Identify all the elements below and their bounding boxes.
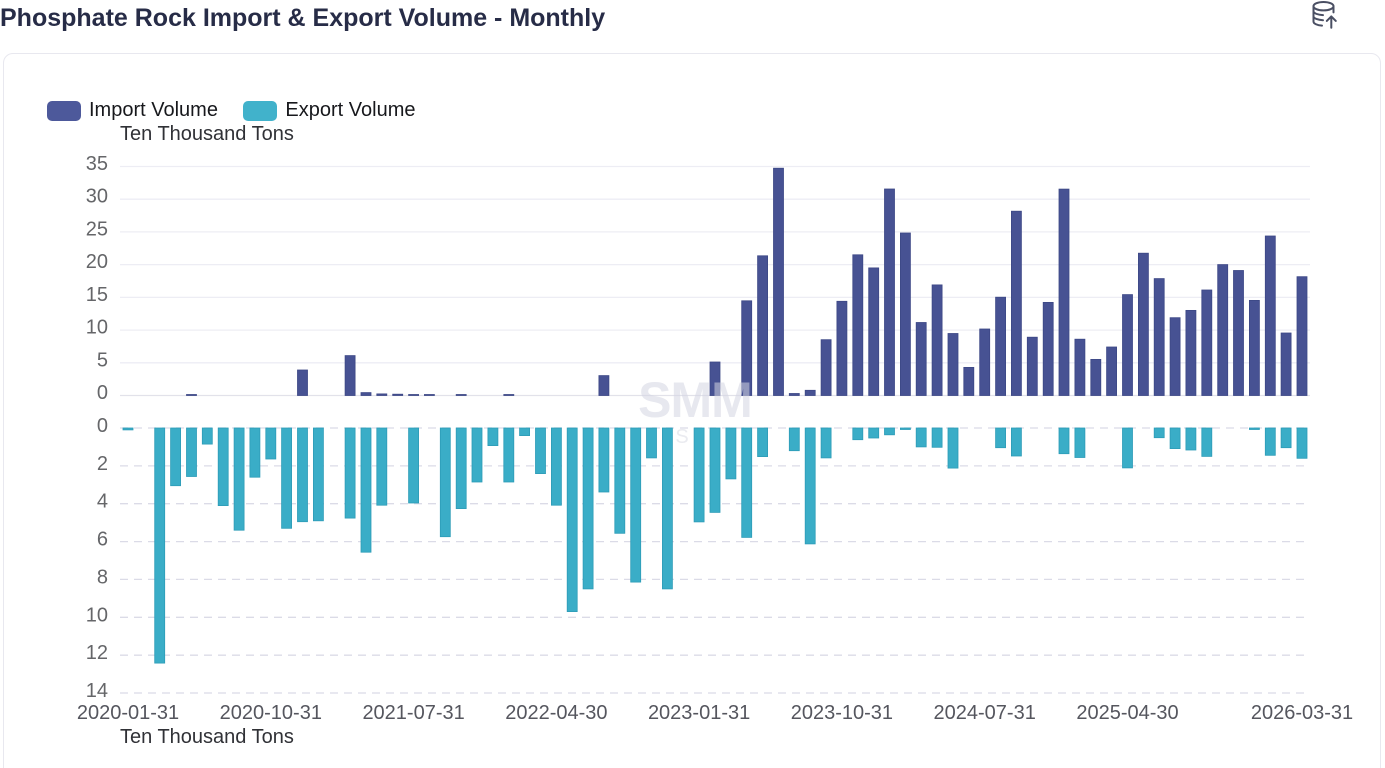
svg-text:2020-01-31: 2020-01-31 [77, 702, 179, 724]
svg-text:2025-04-30: 2025-04-30 [1076, 702, 1178, 724]
svg-text:0: 0 [97, 415, 108, 437]
svg-text:35: 35 [86, 153, 108, 175]
svg-text:2022-04-30: 2022-04-30 [505, 702, 607, 724]
svg-text:2020-10-31: 2020-10-31 [220, 702, 322, 724]
svg-text:5: 5 [97, 349, 108, 371]
svg-text:10: 10 [86, 317, 108, 339]
svg-text:2023-01-31: 2023-01-31 [648, 702, 750, 724]
svg-text:4: 4 [97, 491, 108, 513]
svg-text:0: 0 [97, 382, 108, 404]
svg-text:8: 8 [97, 566, 108, 588]
svg-text:20: 20 [86, 251, 108, 273]
svg-text:12: 12 [86, 642, 108, 664]
svg-text:2021-07-31: 2021-07-31 [362, 702, 464, 724]
svg-text:30: 30 [86, 186, 108, 208]
svg-text:6: 6 [97, 529, 108, 551]
svg-text:14: 14 [86, 680, 108, 702]
svg-text:2026-03-31: 2026-03-31 [1251, 702, 1353, 724]
svg-text:10: 10 [86, 604, 108, 626]
svg-text:2023-10-31: 2023-10-31 [791, 702, 893, 724]
svg-text:2024-07-31: 2024-07-31 [934, 702, 1036, 724]
svg-text:25: 25 [86, 218, 108, 240]
svg-text:15: 15 [86, 284, 108, 306]
svg-text:2: 2 [97, 453, 108, 475]
